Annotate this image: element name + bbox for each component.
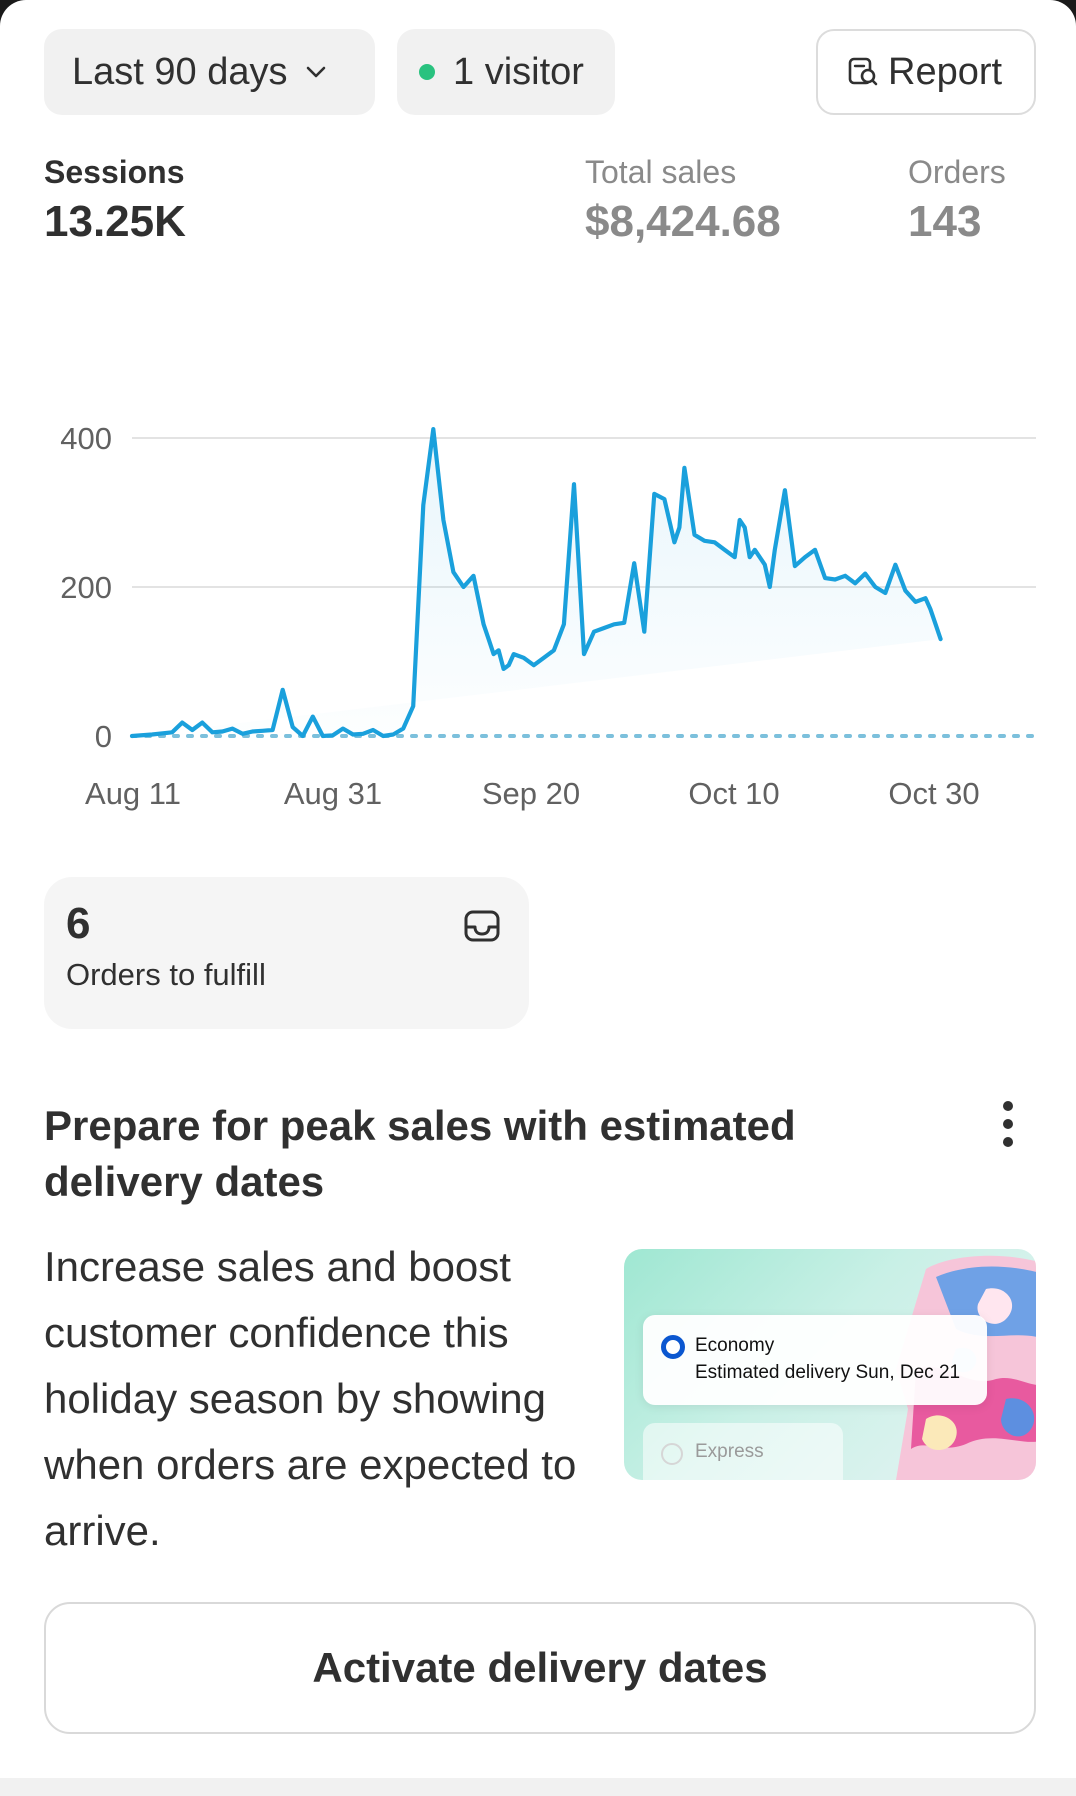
- metric-label: Sessions: [44, 154, 185, 190]
- y-tick-label: 400: [60, 421, 112, 456]
- more-options-icon[interactable]: [995, 1100, 1021, 1148]
- report-label: Report: [888, 50, 1003, 93]
- metric-label: Total sales: [585, 154, 737, 190]
- metric-value: $8,424.68: [585, 197, 781, 246]
- radio-unselected-icon: [661, 1443, 683, 1465]
- sessions-line: [129, 427, 943, 739]
- x-tick-label: Aug 31: [284, 776, 382, 811]
- report-button[interactable]: Report: [816, 29, 1036, 115]
- shipping-option-detail: Estimated delivery Sun, Dec 21: [695, 1362, 961, 1383]
- x-tick-label: Oct 30: [888, 776, 979, 811]
- activate-delivery-dates-button[interactable]: Activate delivery dates: [44, 1602, 1036, 1734]
- y-tick-label: 200: [60, 570, 112, 605]
- inbox-icon: [463, 907, 501, 950]
- metric-value: 13.25K: [44, 197, 186, 246]
- series-area: [132, 429, 941, 736]
- x-tick-label: Sep 20: [482, 776, 580, 811]
- sessions-chart: 0 200 400 Aug 11 Aug 31 Sep 20 Oct 10 Oct 30: [60, 421, 1038, 811]
- shipping-option-name: Economy: [695, 1335, 775, 1356]
- live-status-dot-icon: [419, 64, 435, 80]
- radio-selected-icon: [661, 1335, 685, 1359]
- shipping-option-economy: Economy Estimated delivery Sun, Dec 21: [643, 1315, 987, 1405]
- y-tick-label: 0: [95, 719, 112, 754]
- promo-illustration: Economy Estimated delivery Sun, Dec 21 E…: [624, 1249, 1036, 1480]
- shipping-option-express: Express: [643, 1423, 843, 1480]
- report-search-icon: [846, 55, 880, 89]
- orders-to-fulfill-count: 6: [66, 899, 91, 948]
- promo-title: Prepare for peak sales with estimated de…: [44, 1102, 796, 1205]
- metric-orders[interactable]: Orders 143: [908, 152, 1006, 250]
- orders-to-fulfill-label: Orders to fulfill: [66, 957, 266, 992]
- live-visitors-label: 1 visitor: [453, 50, 584, 93]
- x-tick-label: Oct 10: [688, 776, 779, 811]
- bottom-edge: [0, 1778, 1076, 1796]
- metric-sessions[interactable]: Sessions 13.25K: [44, 152, 186, 250]
- metric-value: 143: [908, 197, 982, 246]
- x-tick-label: Aug 11: [85, 776, 181, 811]
- shipping-option-name: Express: [695, 1441, 764, 1462]
- metric-total-sales[interactable]: Total sales $8,424.68: [585, 152, 781, 250]
- metric-label: Orders: [908, 154, 1006, 190]
- date-range-selector[interactable]: Last 90 days: [44, 29, 375, 115]
- chevron-down-icon: [305, 65, 327, 79]
- live-visitors-button[interactable]: 1 visitor: [397, 29, 615, 115]
- activate-delivery-dates-label: Activate delivery dates: [312, 1644, 768, 1691]
- promo-description: Increase sales and boost customer confid…: [44, 1243, 577, 1554]
- orders-to-fulfill-card[interactable]: 6 Orders to fulfill: [44, 877, 529, 1029]
- date-range-label: Last 90 days: [72, 50, 288, 93]
